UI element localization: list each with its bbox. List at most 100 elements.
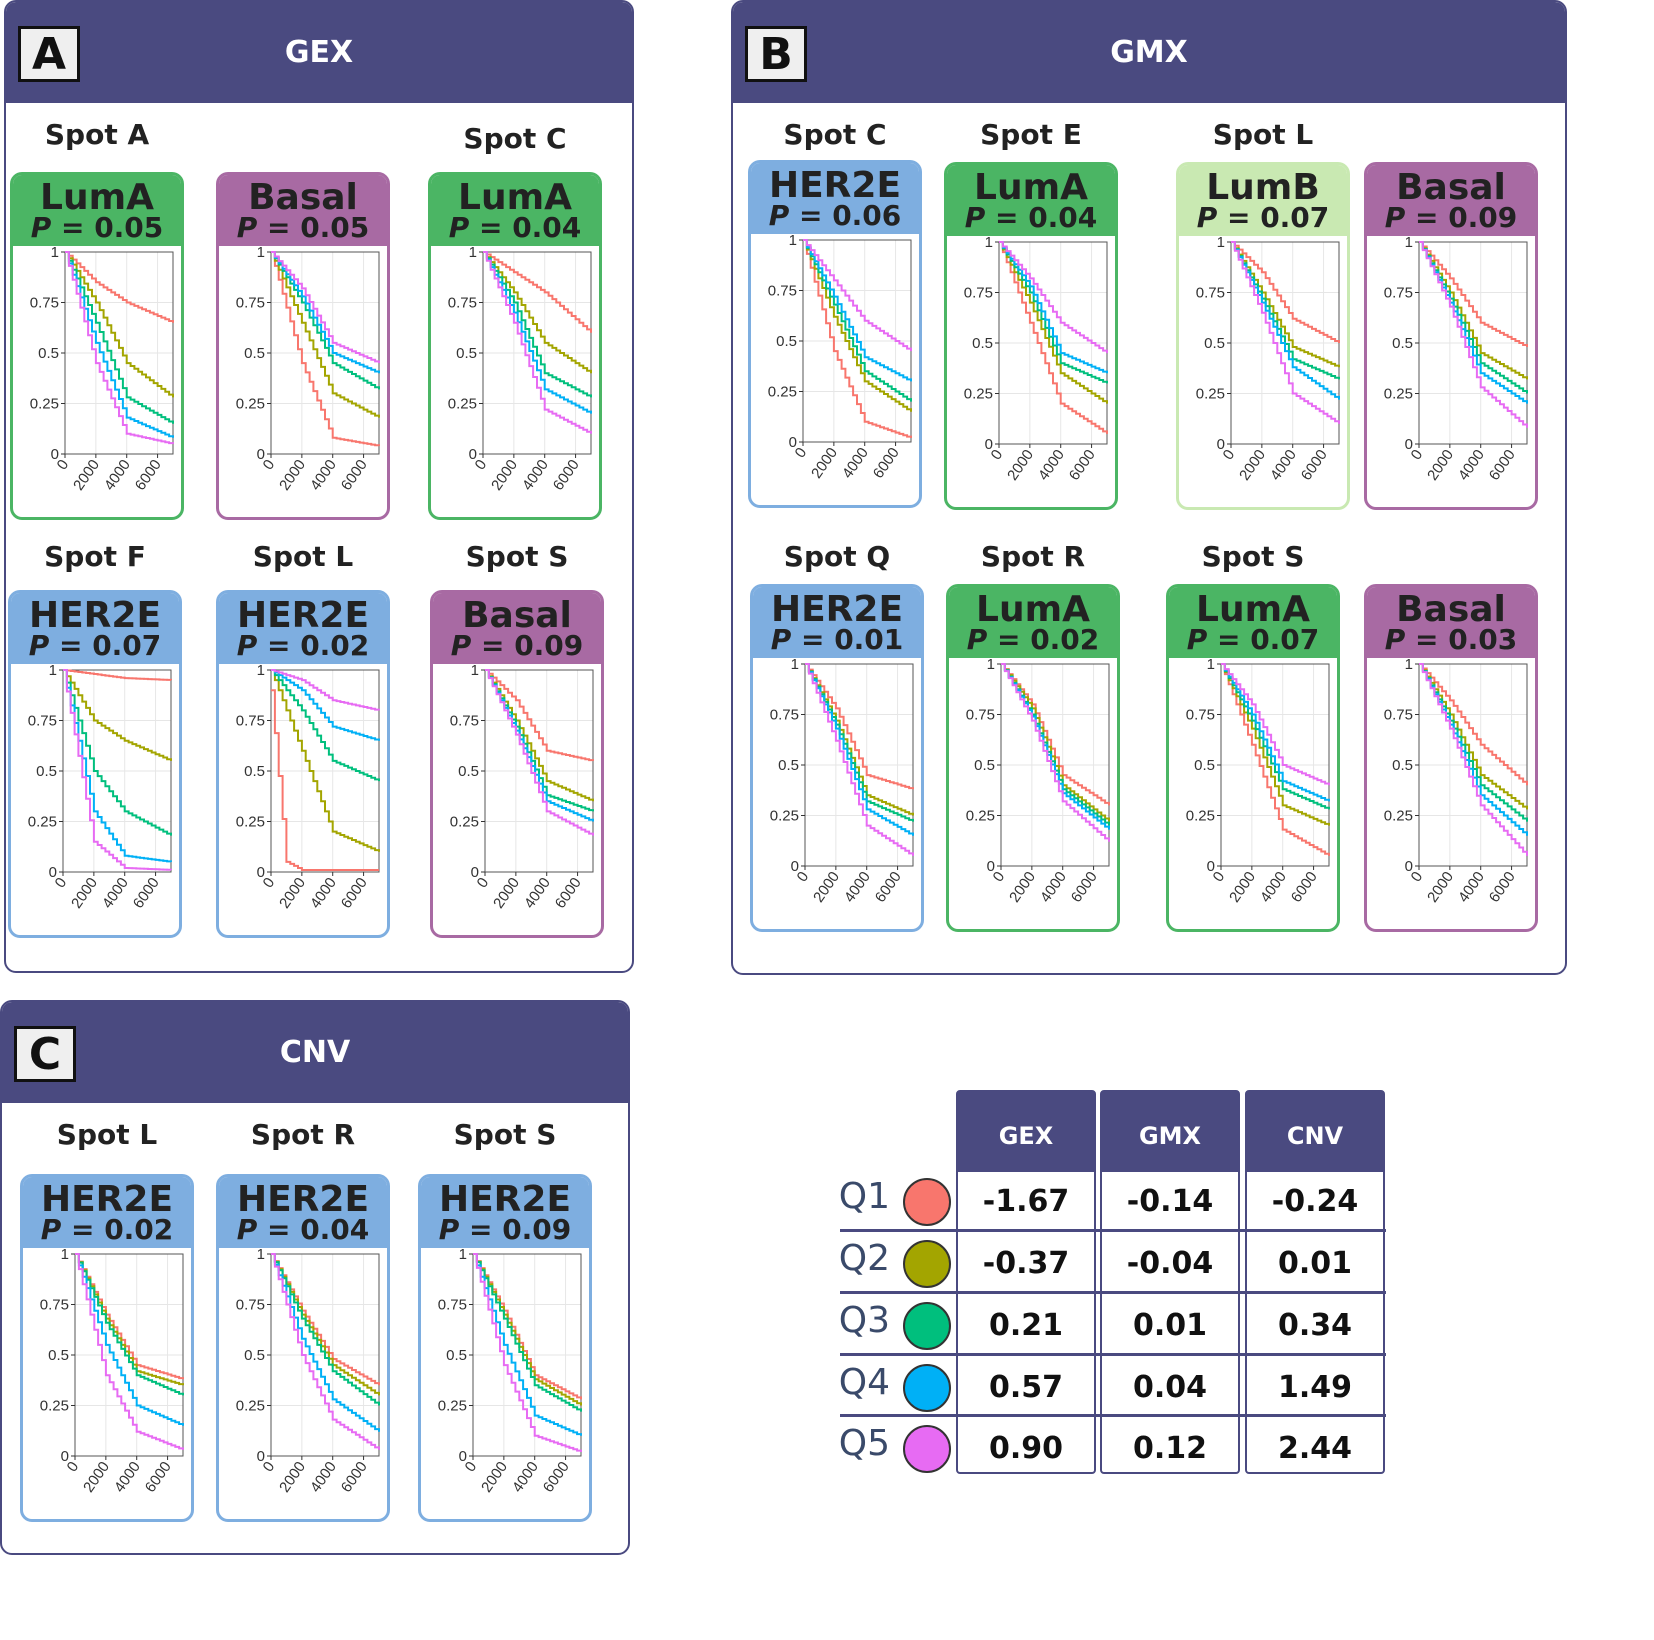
y-tick-label: 1 xyxy=(257,1248,265,1263)
y-tick-label: 0.5 xyxy=(1392,757,1413,774)
x-tick-label: 6000 xyxy=(550,457,583,494)
x-tick-label: 4000 xyxy=(1037,869,1070,906)
km-card-basal: Basal P = 0.03 0 0.25 0.5 0.75 1 0 2000 4000 6000 xyxy=(1364,584,1538,932)
km-card-luma: LumA P = 0.02 0 0.25 0.5 0.75 1 0 2000 4000 6000 xyxy=(946,584,1120,932)
x-tick-label: 0 xyxy=(792,445,811,462)
km-curve-q5 xyxy=(271,1253,380,1450)
km-curve-q2 xyxy=(271,669,380,852)
y-tick-label: 1 xyxy=(1405,236,1413,251)
km-curve-q4 xyxy=(63,669,172,863)
y-tick-label: 0 xyxy=(471,864,479,881)
km-curve-q4 xyxy=(75,1253,184,1426)
km-curve-q2 xyxy=(65,251,174,398)
table-cell: 0.01 xyxy=(1132,1308,1208,1343)
spot-label: Spot L xyxy=(1212,118,1314,151)
table-cell: 0.04 xyxy=(1132,1370,1208,1405)
subtype-label: HER2E xyxy=(236,595,370,636)
card-header xyxy=(1169,587,1337,658)
km-card-luma: LumA P = 0.04 0 0.25 0.5 0.75 1 0 2000 4000 6000 xyxy=(428,172,602,520)
card-header xyxy=(219,593,387,664)
y-tick-label: 0 xyxy=(985,436,993,453)
spot-label: Spot S xyxy=(465,540,569,573)
row-separator xyxy=(840,1414,1386,1417)
x-tick-label: 6000 xyxy=(132,457,165,494)
x-tick-label: 0 xyxy=(988,447,1007,464)
km-curve-q3 xyxy=(483,251,592,398)
x-tick-label: 6000 xyxy=(338,457,371,494)
y-tick-label: 0 xyxy=(987,858,995,875)
x-tick-label: 2000 xyxy=(490,875,523,912)
panel-title: GMX xyxy=(1110,35,1188,70)
x-tick-label: 6000 xyxy=(1486,869,1519,906)
km-curve-q4 xyxy=(803,239,912,382)
row-separator xyxy=(840,1229,1386,1232)
km-curve-q5 xyxy=(999,241,1108,354)
x-tick-label: 4000 xyxy=(1257,869,1290,906)
y-tick-label: 0.5 xyxy=(458,763,479,780)
km-curve-q1 xyxy=(63,669,172,681)
x-tick-label: 4000 xyxy=(1455,869,1488,906)
x-tick-label: 2000 xyxy=(1006,869,1039,906)
p-value: P = 0.07 xyxy=(28,629,162,662)
subtype-label: HER2E xyxy=(438,1179,572,1220)
km-curve-q5 xyxy=(271,251,380,364)
spot-label: Spot S xyxy=(1201,540,1305,573)
x-tick-label: 6000 xyxy=(872,869,905,906)
p-value: P = 0.06 xyxy=(768,199,902,232)
km-card-luma: LumA P = 0.04 0 0.25 0.5 0.75 1 0 2000 4000 6000 xyxy=(944,162,1118,510)
y-tick-label: 0.75 xyxy=(966,707,995,724)
y-tick-label: 0 xyxy=(257,864,265,881)
x-tick-label: 4000 xyxy=(509,1459,542,1496)
x-tick-label: 4000 xyxy=(111,1459,144,1496)
x-tick-label: 2000 xyxy=(478,1459,511,1496)
table-cell: 0.34 xyxy=(1277,1308,1353,1343)
km-card-her2e: HER2E P = 0.09 0 0.25 0.5 0.75 1 0 2000 4000 6000 xyxy=(418,1174,592,1522)
x-tick-label: 2000 xyxy=(1226,869,1259,906)
y-tick-label: 0 xyxy=(791,858,799,875)
y-tick-label: 1 xyxy=(459,1248,467,1263)
x-tick-label: 0 xyxy=(1408,869,1427,886)
p-value: P = 0.07 xyxy=(1196,201,1330,234)
y-tick-label: 0.75 xyxy=(964,285,993,302)
km-curve-q5 xyxy=(75,1253,184,1450)
km-card-her2e: HER2E P = 0.06 0 0.25 0.5 0.75 1 0 2000 4000 6000 xyxy=(748,160,922,508)
p-value: P = 0.09 xyxy=(450,629,584,662)
y-tick-label: 0 xyxy=(49,864,57,881)
y-tick-label: 0.5 xyxy=(244,1347,265,1364)
y-tick-label: 0 xyxy=(51,446,59,463)
y-tick-label: 0 xyxy=(459,1448,467,1465)
spot-label: Spot F xyxy=(44,540,146,573)
km-curve-q1 xyxy=(1221,663,1330,856)
km-curve-q4 xyxy=(1231,241,1340,400)
y-tick-label: 1 xyxy=(1207,658,1215,673)
spot-label: Spot L xyxy=(56,1118,158,1151)
y-tick-label: 1 xyxy=(1217,236,1225,251)
x-tick-label: 0 xyxy=(260,875,279,892)
km-card-basal: Basal P = 0.09 0 0.25 0.5 0.75 1 0 2000 4000 6000 xyxy=(430,590,604,938)
p-value: P = 0.04 xyxy=(448,211,582,244)
card-header xyxy=(949,587,1117,658)
km-curve-q3 xyxy=(271,1253,380,1406)
y-tick-label: 0.25 xyxy=(40,1398,69,1415)
x-tick-label: 4000 xyxy=(1035,447,1068,484)
subtype-label: Basal xyxy=(1396,167,1506,208)
row-separator xyxy=(840,1291,1386,1294)
x-tick-label: 6000 xyxy=(1288,869,1321,906)
km-card-her2e: HER2E P = 0.02 0 0.25 0.5 0.75 1 0 2000 4000 6000 xyxy=(20,1174,194,1522)
km-curve-q4 xyxy=(271,1253,380,1432)
y-tick-label: 1 xyxy=(49,664,57,679)
y-tick-label: 1 xyxy=(61,1248,69,1263)
p-value: P = 0.02 xyxy=(236,629,370,662)
p-value: P = 0.05 xyxy=(236,211,370,244)
subtype-label: LumA xyxy=(976,589,1090,630)
panel-header xyxy=(6,2,632,103)
y-tick-label: 0 xyxy=(1405,858,1413,875)
card-header xyxy=(1367,587,1535,658)
y-tick-label: 1 xyxy=(985,236,993,251)
card-header xyxy=(433,593,601,664)
km-curve-q4 xyxy=(483,251,592,414)
km-curve-q2 xyxy=(999,241,1108,404)
x-tick-label: 2000 xyxy=(808,445,841,482)
